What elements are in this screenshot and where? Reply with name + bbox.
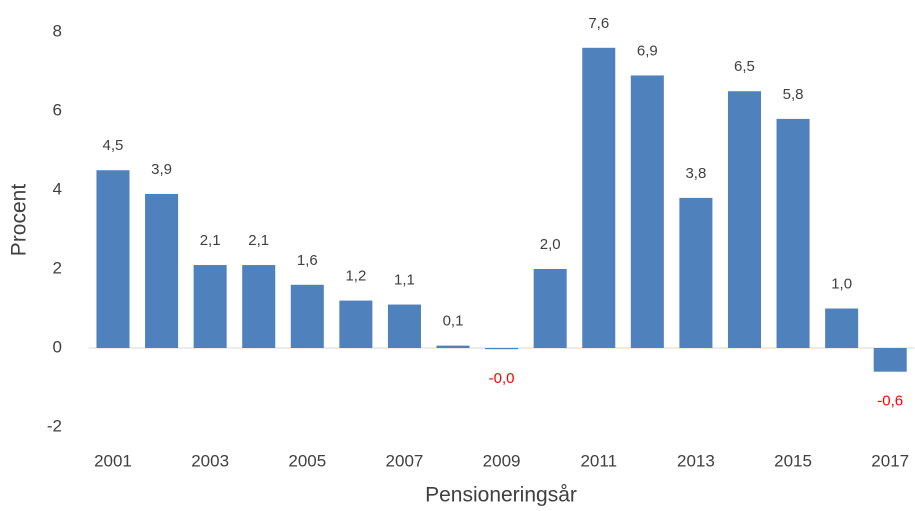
bar xyxy=(630,75,664,348)
y-tick-label: 8 xyxy=(53,21,62,40)
bar xyxy=(582,47,616,349)
x-tick-label: 2013 xyxy=(677,451,715,470)
value-label: 3,8 xyxy=(685,165,706,182)
y-tick-label: -2 xyxy=(47,416,62,435)
y-axis-title: Procent xyxy=(8,184,31,257)
bar xyxy=(290,284,324,348)
x-tick-label: 2003 xyxy=(191,451,229,470)
value-label: 4,5 xyxy=(103,137,124,154)
value-label: -0,0 xyxy=(489,370,515,387)
bar xyxy=(436,345,470,348)
value-label: 1,6 xyxy=(297,252,318,269)
value-label: 7,6 xyxy=(588,15,609,32)
bar xyxy=(339,300,373,348)
bar xyxy=(727,91,761,348)
x-tick-label: 2009 xyxy=(483,451,521,470)
value-label: 1,0 xyxy=(831,275,852,292)
bar xyxy=(533,269,567,348)
bar xyxy=(96,170,130,348)
y-tick-label: 0 xyxy=(53,337,62,356)
x-axis-title: Pensioneringsår xyxy=(425,484,577,507)
value-label: 2,0 xyxy=(540,236,561,253)
bar xyxy=(825,308,859,348)
bar xyxy=(776,118,810,349)
value-label: 1,2 xyxy=(345,268,366,285)
value-label: 6,9 xyxy=(637,42,658,59)
bar xyxy=(193,265,227,348)
bar xyxy=(485,348,519,350)
x-tick-label: 2001 xyxy=(94,451,132,470)
x-tick-label: 2015 xyxy=(774,451,812,470)
value-label: 0,1 xyxy=(443,313,464,330)
value-label: 6,5 xyxy=(734,58,755,75)
value-label: 3,9 xyxy=(151,161,172,178)
x-tick-label: 2011 xyxy=(580,451,617,470)
x-tick-label: 2007 xyxy=(386,451,424,470)
y-tick-label: 4 xyxy=(53,179,62,198)
value-label: -0,6 xyxy=(877,393,903,410)
x-tick-label: 2005 xyxy=(288,451,326,470)
bar xyxy=(145,193,179,348)
bar xyxy=(242,265,276,348)
bar xyxy=(873,348,907,372)
bar xyxy=(679,197,713,348)
value-label: 1,1 xyxy=(394,272,415,289)
value-label: 5,8 xyxy=(783,86,804,103)
value-label: 2,1 xyxy=(248,232,269,249)
y-tick-label: 6 xyxy=(53,100,62,119)
value-label: 2,1 xyxy=(200,232,221,249)
y-tick-label: 2 xyxy=(53,258,62,277)
x-tick-label: 2017 xyxy=(871,451,909,470)
bar xyxy=(387,304,421,348)
